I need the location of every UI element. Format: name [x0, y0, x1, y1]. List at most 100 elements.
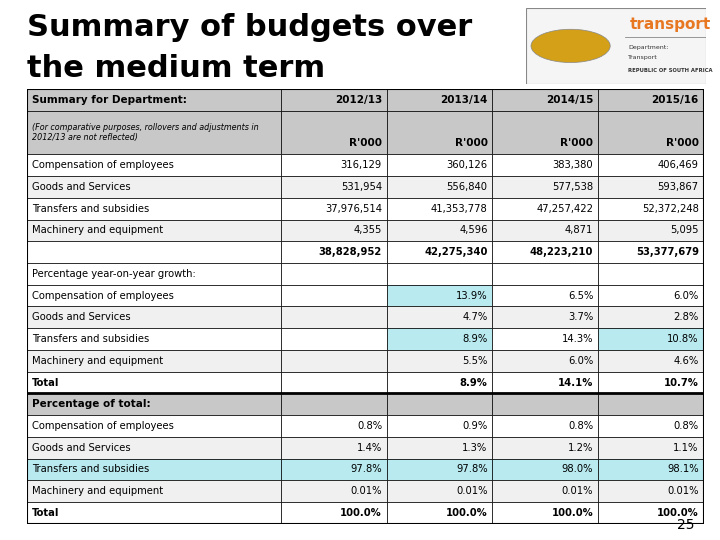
- Bar: [598, 176, 703, 198]
- Text: R'000: R'000: [454, 138, 487, 149]
- Bar: [492, 481, 598, 502]
- Text: Compensation of employees: Compensation of employees: [32, 421, 174, 431]
- Bar: [387, 415, 492, 437]
- Text: 4,596: 4,596: [459, 225, 487, 235]
- Bar: [598, 89, 703, 111]
- Text: 0.01%: 0.01%: [667, 486, 698, 496]
- Text: 0.01%: 0.01%: [351, 486, 382, 496]
- Bar: [27, 458, 281, 481]
- Bar: [492, 198, 598, 220]
- Bar: [492, 372, 598, 394]
- Bar: [492, 176, 598, 198]
- Text: Total: Total: [32, 377, 60, 388]
- Text: 316,129: 316,129: [341, 160, 382, 170]
- Text: 98.0%: 98.0%: [562, 464, 593, 475]
- Bar: [492, 241, 598, 263]
- Bar: [281, 415, 387, 437]
- Text: 8.9%: 8.9%: [459, 377, 487, 388]
- Text: R'000: R'000: [560, 138, 593, 149]
- Text: 52,372,248: 52,372,248: [642, 204, 698, 214]
- Text: 5.5%: 5.5%: [462, 356, 487, 366]
- Bar: [598, 458, 703, 481]
- Bar: [598, 328, 703, 350]
- Bar: [281, 372, 387, 394]
- Text: 4.7%: 4.7%: [462, 312, 487, 322]
- Bar: [281, 481, 387, 502]
- Bar: [387, 89, 492, 111]
- Text: Transfers and subsidies: Transfers and subsidies: [32, 334, 149, 344]
- Text: Percentage year-on-year growth:: Percentage year-on-year growth:: [32, 269, 196, 279]
- Text: 2015/16: 2015/16: [652, 95, 698, 105]
- Text: 37,976,514: 37,976,514: [325, 204, 382, 214]
- Text: 0.01%: 0.01%: [562, 486, 593, 496]
- Bar: [598, 220, 703, 241]
- Bar: [598, 307, 703, 328]
- Text: 577,538: 577,538: [552, 182, 593, 192]
- Bar: [387, 372, 492, 394]
- Bar: [281, 307, 387, 328]
- Bar: [27, 198, 281, 220]
- Text: transport: transport: [630, 17, 711, 32]
- Text: 53,377,679: 53,377,679: [636, 247, 698, 257]
- Bar: [387, 198, 492, 220]
- Text: R'000: R'000: [666, 138, 698, 149]
- Text: Machinery and equipment: Machinery and equipment: [32, 486, 163, 496]
- Bar: [387, 393, 492, 415]
- Text: 4,871: 4,871: [564, 225, 593, 235]
- Bar: [492, 220, 598, 241]
- Text: 14.1%: 14.1%: [558, 377, 593, 388]
- Text: 2013/14: 2013/14: [440, 95, 487, 105]
- Text: 4,355: 4,355: [354, 225, 382, 235]
- Bar: [281, 350, 387, 372]
- Bar: [281, 437, 387, 458]
- Bar: [598, 393, 703, 415]
- Text: 98.1%: 98.1%: [667, 464, 698, 475]
- Text: 0.8%: 0.8%: [568, 421, 593, 431]
- Bar: [598, 285, 703, 307]
- Bar: [27, 502, 281, 524]
- Bar: [387, 458, 492, 481]
- Text: 0.9%: 0.9%: [462, 421, 487, 431]
- Bar: [281, 458, 387, 481]
- Bar: [281, 176, 387, 198]
- Bar: [281, 220, 387, 241]
- Bar: [492, 415, 598, 437]
- Text: 42,275,340: 42,275,340: [424, 247, 487, 257]
- Text: 3.7%: 3.7%: [568, 312, 593, 322]
- Bar: [492, 307, 598, 328]
- Text: 97.8%: 97.8%: [351, 464, 382, 475]
- Text: Total: Total: [32, 508, 60, 518]
- Text: 100.0%: 100.0%: [552, 508, 593, 518]
- Text: 4.6%: 4.6%: [673, 356, 698, 366]
- Bar: [492, 285, 598, 307]
- Bar: [27, 176, 281, 198]
- Text: 100.0%: 100.0%: [446, 508, 487, 518]
- Text: 8.9%: 8.9%: [462, 334, 487, 344]
- Text: 0.8%: 0.8%: [674, 421, 698, 431]
- Bar: [281, 241, 387, 263]
- Text: 1.2%: 1.2%: [568, 443, 593, 453]
- Bar: [27, 154, 281, 176]
- Bar: [492, 437, 598, 458]
- Text: 383,380: 383,380: [552, 160, 593, 170]
- Text: 10.8%: 10.8%: [667, 334, 698, 344]
- Bar: [598, 350, 703, 372]
- Bar: [387, 263, 492, 285]
- Text: 0.8%: 0.8%: [357, 421, 382, 431]
- Text: 100.0%: 100.0%: [657, 508, 698, 518]
- Bar: [27, 263, 281, 285]
- Bar: [281, 393, 387, 415]
- Text: Percentage of total:: Percentage of total:: [32, 399, 150, 409]
- Text: 13.9%: 13.9%: [456, 291, 487, 301]
- Bar: [27, 328, 281, 350]
- Bar: [27, 437, 281, 458]
- Bar: [27, 220, 281, 241]
- Bar: [598, 502, 703, 524]
- Bar: [598, 241, 703, 263]
- Text: 38,828,952: 38,828,952: [319, 247, 382, 257]
- Bar: [281, 154, 387, 176]
- Bar: [492, 393, 598, 415]
- Bar: [281, 111, 387, 154]
- Bar: [27, 481, 281, 502]
- Bar: [281, 328, 387, 350]
